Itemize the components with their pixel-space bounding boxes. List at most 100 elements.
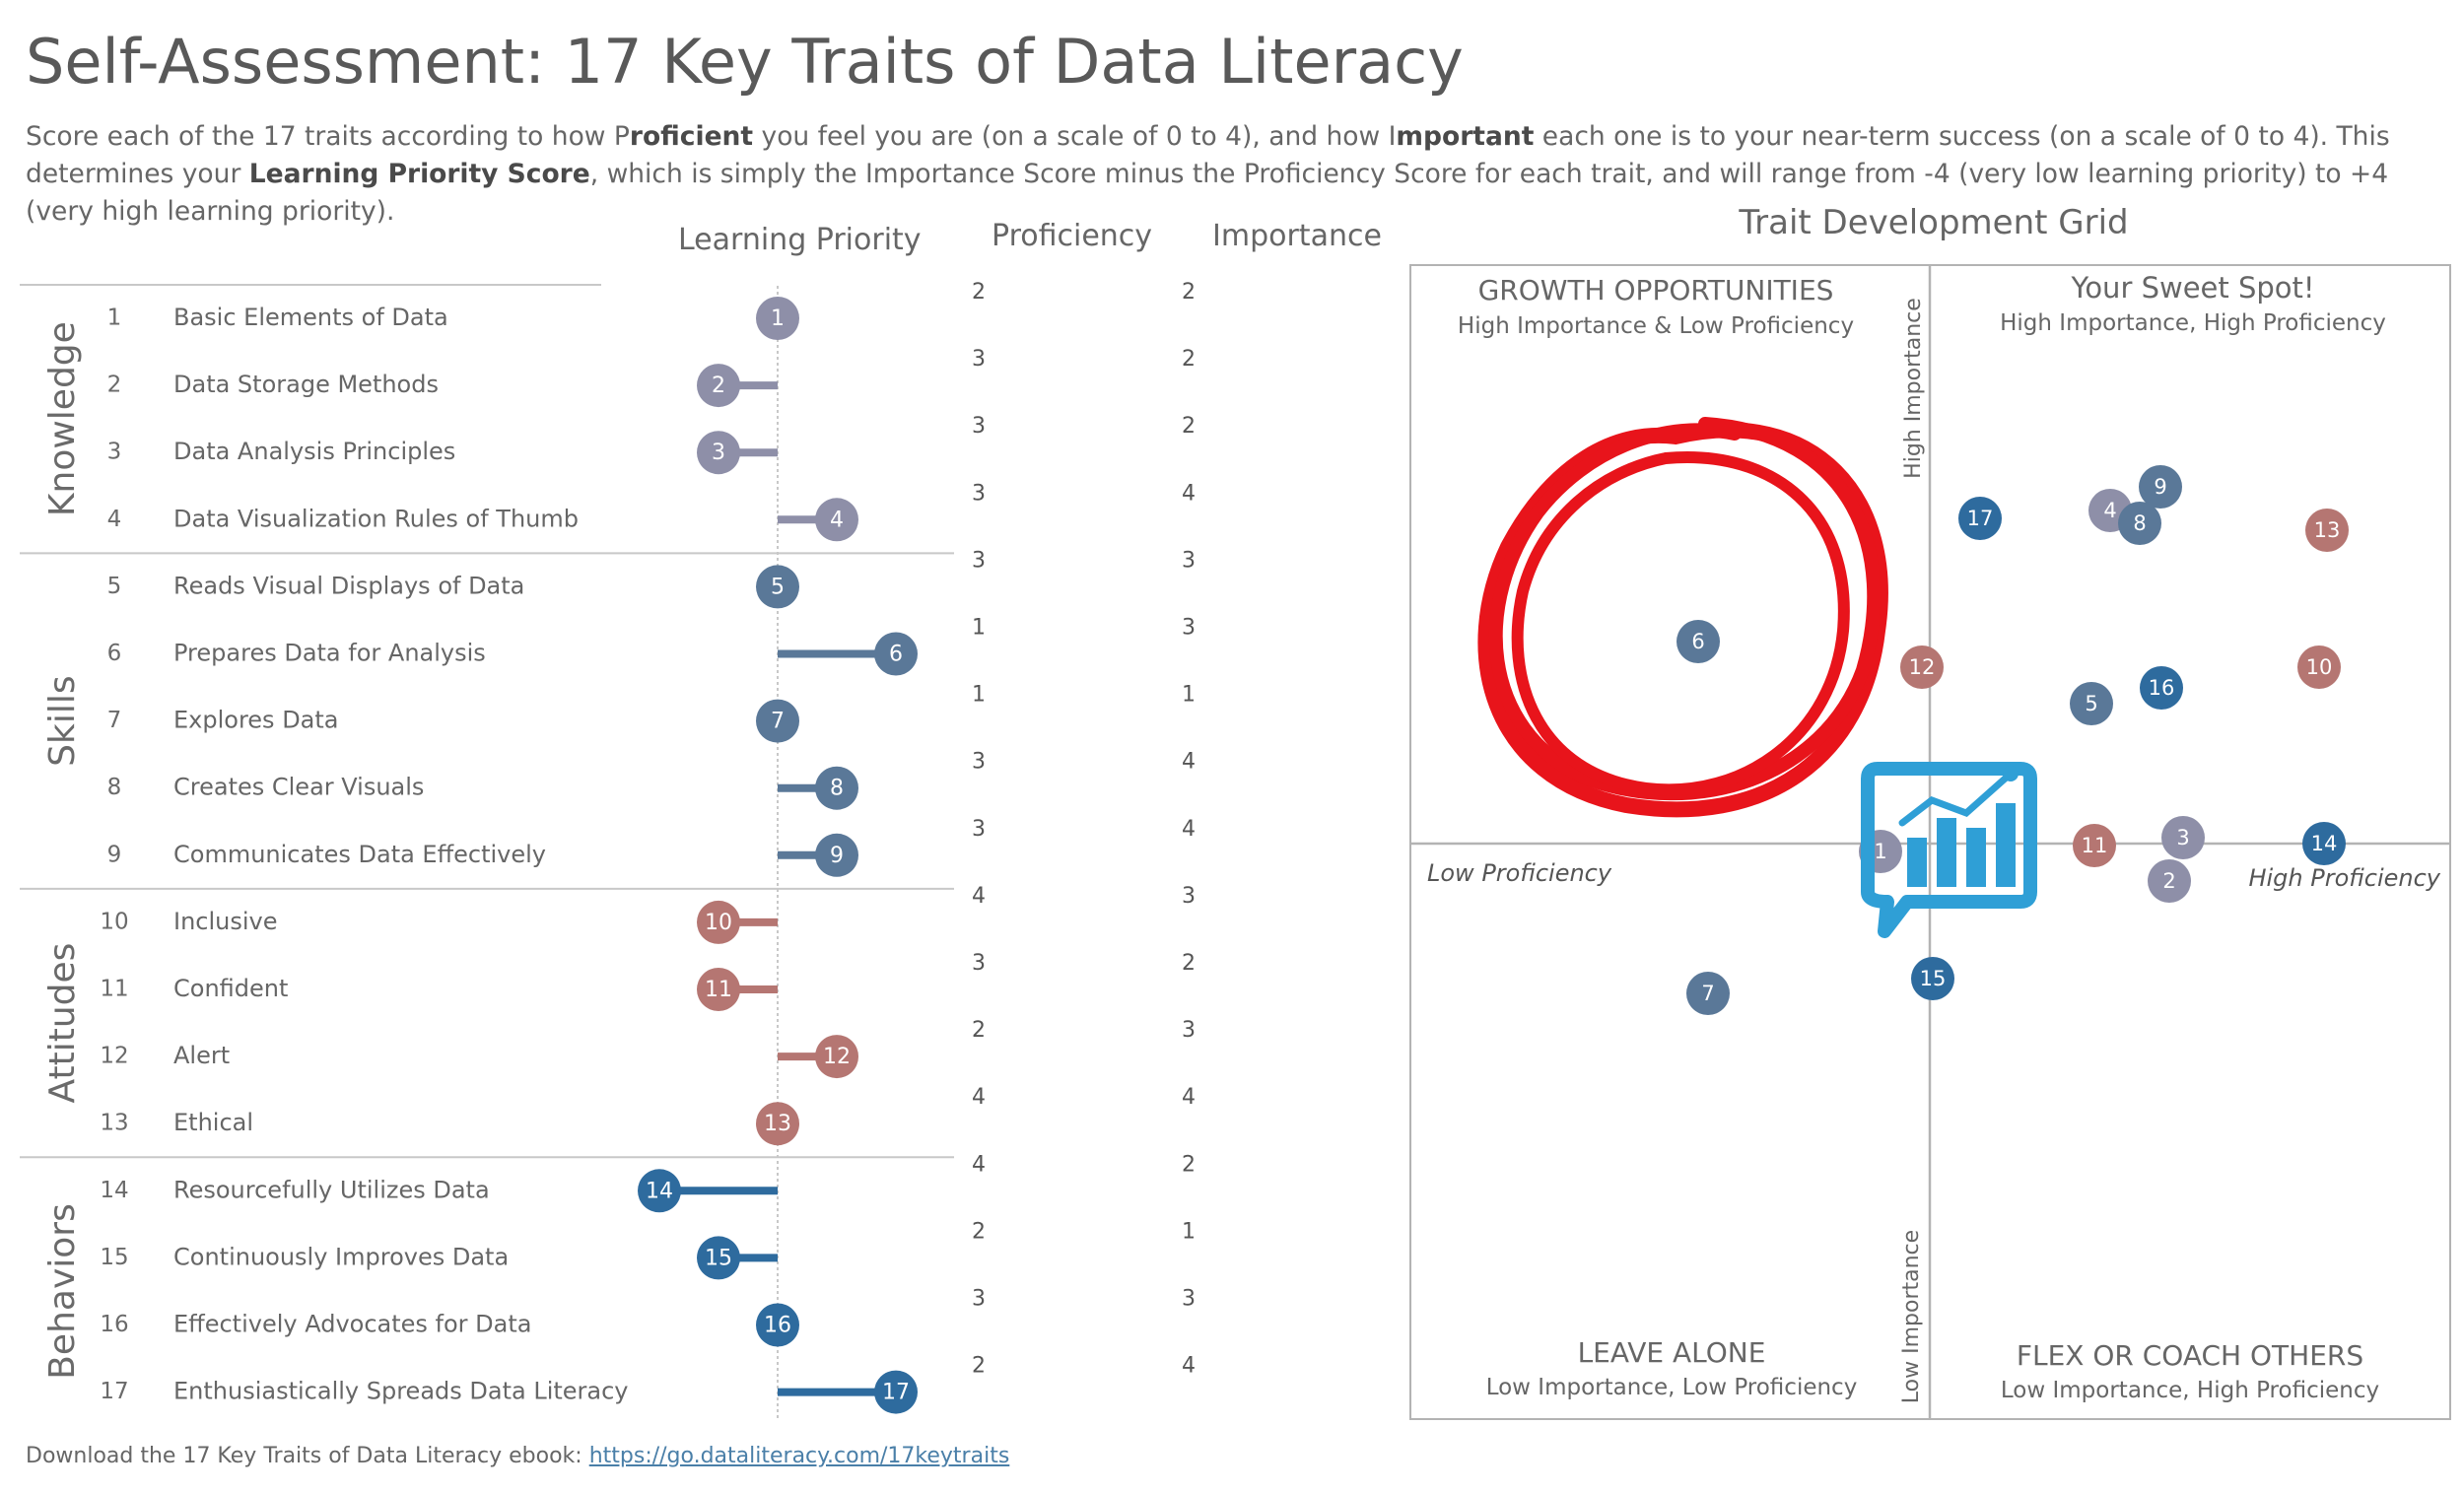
importance-value: 1 bbox=[1182, 1219, 1196, 1244]
annotation-circle-stroke-3 bbox=[1511, 451, 1850, 796]
importance-value: 2 bbox=[1182, 414, 1196, 439]
priority-dot-label: 17 bbox=[882, 1381, 910, 1405]
trait-name: Creates Clear Visuals bbox=[173, 774, 424, 801]
priority-dot-label: 11 bbox=[705, 978, 732, 1002]
priority-dot bbox=[638, 1169, 681, 1213]
priority-dot bbox=[756, 1102, 799, 1146]
grid-point-label: 9 bbox=[2154, 475, 2166, 499]
group-label-knowledge: Knowledge bbox=[42, 321, 83, 516]
priority-dot-label: 3 bbox=[712, 441, 725, 465]
grid-point bbox=[1958, 497, 2002, 540]
trait-name: Effectively Advocates for Data bbox=[173, 1311, 531, 1338]
grid-point bbox=[2297, 645, 2341, 689]
trait-number: 9 bbox=[107, 842, 122, 867]
trait-name: Reads Visual Displays of Data bbox=[173, 572, 524, 599]
priority-dot-label: 2 bbox=[712, 374, 725, 398]
priority-dot bbox=[815, 1035, 858, 1079]
grid-point bbox=[1900, 645, 1944, 689]
trait-number: 6 bbox=[107, 641, 122, 666]
proficiency-value: 1 bbox=[972, 683, 986, 708]
importance-value: 3 bbox=[1182, 884, 1196, 909]
ebook-link[interactable]: https://go.dataliteracy.com/17keytraits bbox=[588, 1444, 1010, 1468]
trait-number: 3 bbox=[107, 440, 122, 465]
trait-name: Data Visualization Rules of Thumb bbox=[173, 505, 579, 532]
axis-high-proficiency: High Proficiency bbox=[2248, 864, 2440, 892]
proficiency-value: 3 bbox=[972, 951, 986, 976]
proficiency-value: 1 bbox=[972, 616, 986, 641]
trait-name: Inclusive bbox=[173, 908, 278, 935]
trait-number: 14 bbox=[100, 1178, 128, 1203]
trait-number: 8 bbox=[107, 775, 122, 800]
proficiency-value: 3 bbox=[972, 481, 986, 506]
trait-name: Alert bbox=[173, 1042, 230, 1069]
proficiency-value: 2 bbox=[972, 280, 986, 305]
trait-name: Data Analysis Principles bbox=[173, 438, 455, 465]
grid-point bbox=[2070, 682, 2113, 725]
trait-number: 4 bbox=[107, 507, 122, 532]
trait-name: Continuously Improves Data bbox=[173, 1243, 509, 1270]
axis-low-importance: Low Importance bbox=[1899, 1230, 1924, 1403]
grid-point-label: 7 bbox=[1701, 982, 1714, 1005]
trait-name: Data Storage Methods bbox=[173, 371, 439, 398]
priority-dot-label: 1 bbox=[771, 306, 785, 331]
priority-dot bbox=[697, 1236, 740, 1280]
importance-value: 2 bbox=[1182, 951, 1196, 976]
data-literacy-logo-icon bbox=[1861, 762, 2037, 938]
priority-dot bbox=[697, 968, 740, 1011]
grid-point-label: 17 bbox=[1967, 507, 1994, 530]
grid-point bbox=[2161, 816, 2205, 859]
proficiency-value: 3 bbox=[972, 1287, 986, 1312]
trait-name: Basic Elements of Data bbox=[173, 304, 448, 331]
grid-point-label: 2 bbox=[2162, 869, 2175, 893]
priority-dot-label: 10 bbox=[705, 911, 732, 935]
grid-point-label: 16 bbox=[2149, 676, 2175, 700]
priority-dot-label: 8 bbox=[830, 777, 844, 801]
trait-number: 2 bbox=[107, 373, 122, 398]
grid-point-label: 6 bbox=[1691, 630, 1704, 653]
grid-point-label: 8 bbox=[2133, 511, 2146, 535]
proficiency-value: 2 bbox=[972, 1018, 986, 1043]
priority-dot bbox=[697, 900, 740, 944]
logo-bar bbox=[1996, 803, 2016, 887]
grid-point-label: 10 bbox=[2306, 655, 2333, 679]
trait-name: Ethical bbox=[173, 1109, 253, 1136]
grid-point bbox=[2140, 666, 2183, 710]
priority-dot bbox=[697, 431, 740, 475]
intro-part-3: each one is to your near-term success (o… bbox=[26, 121, 2390, 189]
trait-number: 12 bbox=[100, 1044, 128, 1069]
grid-point bbox=[1686, 972, 1730, 1015]
proficiency-value: 2 bbox=[972, 1354, 986, 1379]
group-label-attitudes: Attitudes bbox=[42, 943, 83, 1104]
intro-part-1: Score each of the 17 traits according to… bbox=[26, 121, 630, 152]
priority-dot bbox=[815, 498, 858, 542]
logo-bubble bbox=[1861, 762, 2037, 938]
importance-value: 4 bbox=[1182, 750, 1196, 775]
trait-number: 1 bbox=[107, 306, 122, 331]
grid-point-label: 13 bbox=[2314, 518, 2341, 542]
trait-number: 5 bbox=[107, 574, 122, 599]
priority-dot-label: 4 bbox=[830, 508, 844, 532]
importance-value: 4 bbox=[1182, 481, 1196, 506]
priority-dot bbox=[756, 565, 799, 609]
importance-value: 4 bbox=[1182, 817, 1196, 842]
axis-low-proficiency: Low Proficiency bbox=[1427, 859, 1612, 887]
priority-dot-label: 5 bbox=[771, 575, 785, 599]
proficiency-value: 3 bbox=[972, 414, 986, 439]
trait-number: 15 bbox=[100, 1245, 128, 1270]
logo-bar bbox=[1907, 838, 1927, 887]
grid-title: Trait Development Grid bbox=[1738, 203, 2128, 242]
priority-dot-label: 12 bbox=[823, 1045, 851, 1069]
proficiency-value: 4 bbox=[972, 1152, 986, 1177]
grid-point bbox=[2305, 509, 2349, 552]
importance-header: Importance bbox=[1212, 219, 1382, 253]
importance-value: 4 bbox=[1182, 1354, 1196, 1379]
intro-part-2: you feel you are (on a scale of 0 to 4),… bbox=[753, 121, 1397, 152]
proficiency-header: Proficiency bbox=[992, 219, 1153, 253]
quadrant-growth-subtitle: High Importance & Low Proficiency bbox=[1458, 313, 1854, 339]
importance-value: 3 bbox=[1182, 1287, 1196, 1312]
proficiency-value: 4 bbox=[972, 1085, 986, 1110]
trait-number: 10 bbox=[100, 909, 128, 934]
axis-high-importance: High Importance bbox=[1901, 298, 1926, 479]
priority-dot-label: 13 bbox=[764, 1112, 791, 1136]
importance-value: 1 bbox=[1182, 683, 1196, 708]
